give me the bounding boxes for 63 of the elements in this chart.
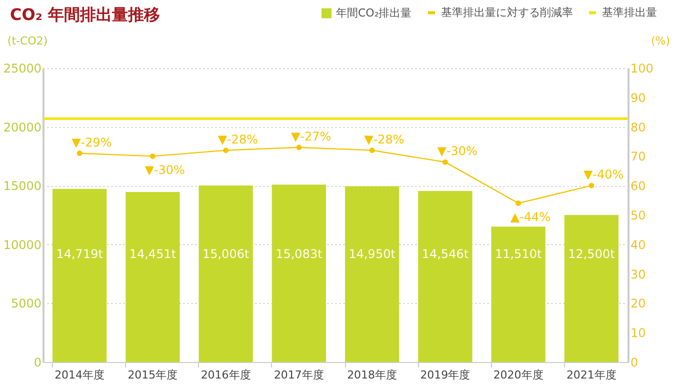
y2-tick-label: 60 (630, 179, 646, 194)
y-tick-label: 20000 (3, 120, 42, 134)
point (76, 150, 82, 156)
y2-tick-label: 90 (630, 90, 646, 105)
annotation: ▼-30% (437, 144, 478, 158)
y2-tick-label: 50 (630, 208, 646, 222)
annotation: ▼-27% (290, 129, 332, 144)
chart-title: CO₂ 年間排出量推移 (10, 5, 160, 24)
y2-tick-label: 100 (630, 62, 654, 76)
y2-tick-label: 10 (630, 326, 646, 340)
annotation: ▼-29% (72, 135, 112, 150)
y-axis-title: (t-CO2) (7, 34, 48, 48)
point (296, 144, 302, 150)
point (442, 159, 448, 165)
point (369, 148, 375, 154)
y2-tick-label: 20 (630, 296, 646, 311)
data-label: 14,546t (422, 247, 469, 261)
annotation: ▼-28% (218, 132, 258, 146)
bar (418, 190, 472, 362)
y-tick-label: 0 (34, 356, 42, 370)
legend-label: 基準排出量 (602, 6, 657, 19)
bar (126, 192, 180, 362)
data-label: 15,083t (276, 247, 323, 261)
bar (564, 215, 618, 362)
data-label: 14,719t (56, 247, 104, 261)
y-tick-label: 25000 (3, 62, 42, 76)
y2-tick-label: 30 (630, 267, 646, 282)
data-label: 11,510t (494, 247, 542, 261)
bar (345, 186, 400, 362)
annotation: ▼-28% (364, 132, 404, 146)
bar (52, 188, 107, 362)
y-tick-label: 5000 (10, 296, 42, 311)
annotation: ▼-30% (144, 163, 185, 178)
x-tick-label: 2016年度 (200, 368, 251, 382)
annotation: ▼-40% (583, 168, 624, 182)
point (516, 200, 522, 206)
y2-axis-title: (%) (650, 34, 670, 48)
y2-tick-label: 80 (630, 120, 646, 134)
annotation: ▲-44% (510, 210, 551, 224)
legend-label: 年間CO₂排出量 (336, 6, 412, 20)
bar (491, 226, 546, 362)
data-label: 14,451t (129, 247, 176, 261)
bar (198, 186, 253, 362)
data-label: 12,500t (568, 247, 616, 261)
data-label: 14,950t (348, 247, 396, 261)
x-tick-label: 2014年度 (54, 368, 105, 382)
point (150, 153, 156, 159)
point (588, 182, 594, 188)
x-tick-label: 2021年度 (566, 368, 616, 382)
data-label: 15,006t (202, 247, 250, 261)
legend-label: 基準排出量に対する削減率 (441, 6, 573, 19)
x-tick-label: 2019年度 (420, 368, 470, 382)
y-tick-label: 15000 (3, 179, 42, 194)
y2-tick-label: 0 (630, 356, 638, 370)
x-tick-label: 2015年度 (128, 368, 178, 382)
y2-tick-label: 70 (630, 150, 646, 164)
x-tick-label: 2017年度 (274, 368, 324, 382)
point (223, 148, 229, 154)
y2-tick-label: 40 (630, 238, 646, 252)
bar (272, 184, 326, 362)
y-tick-label: 10000 (3, 238, 42, 252)
x-tick-label: 2018年度 (347, 368, 398, 382)
x-tick-label: 2020年度 (493, 368, 544, 382)
